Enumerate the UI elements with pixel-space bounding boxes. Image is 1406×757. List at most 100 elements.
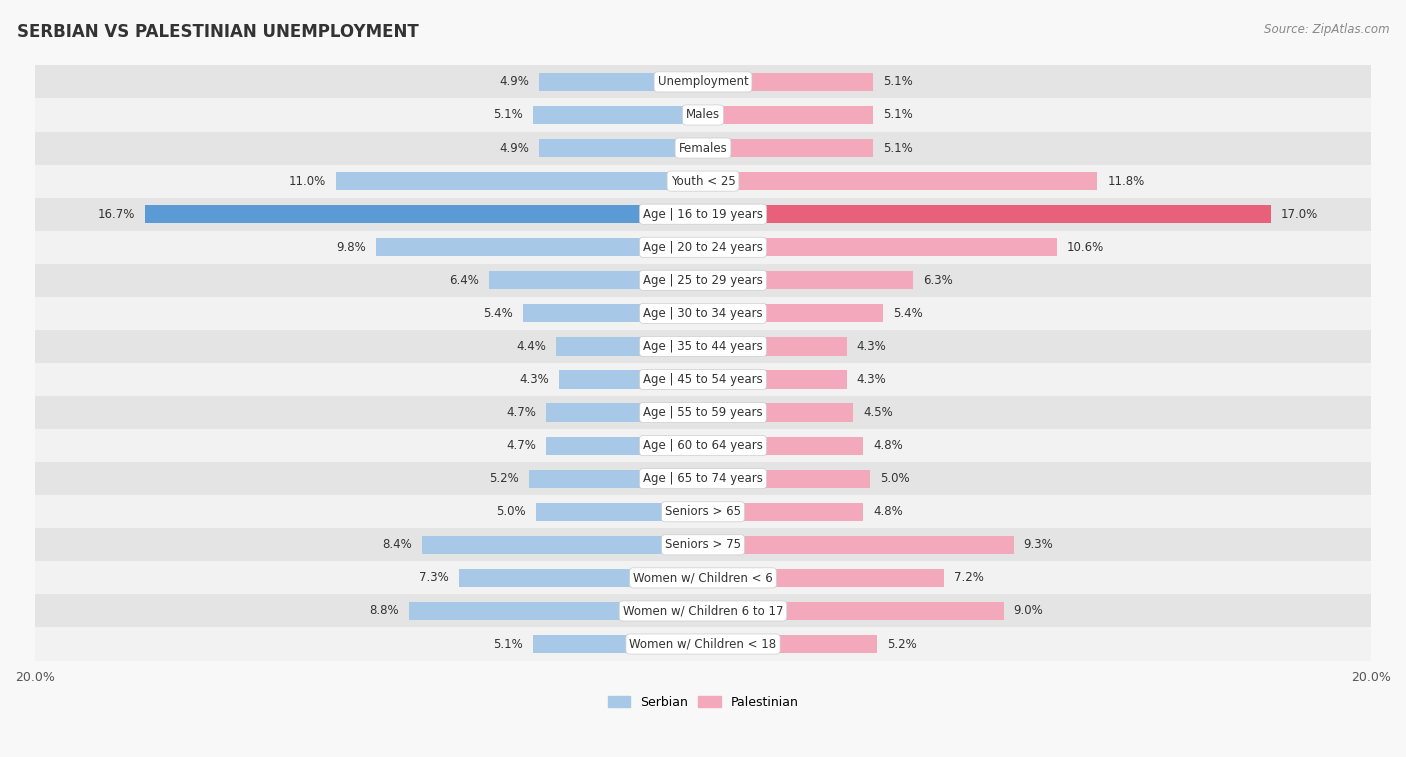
Text: 11.0%: 11.0% [288,175,326,188]
Text: 9.3%: 9.3% [1024,538,1053,551]
Bar [336,172,703,190]
Bar [703,469,870,488]
Bar [35,528,1371,562]
Bar [35,98,1371,132]
Text: Source: ZipAtlas.com: Source: ZipAtlas.com [1264,23,1389,36]
Text: 11.8%: 11.8% [1107,175,1144,188]
Text: Youth < 25: Youth < 25 [671,175,735,188]
Text: 4.3%: 4.3% [856,340,886,353]
Text: 4.8%: 4.8% [873,505,903,519]
Text: 4.7%: 4.7% [506,439,536,452]
Bar [703,139,873,157]
Text: 5.1%: 5.1% [883,76,912,89]
Text: 4.9%: 4.9% [499,142,529,154]
Text: 5.2%: 5.2% [489,472,519,485]
Text: 5.1%: 5.1% [883,108,912,121]
Text: Women w/ Children < 6: Women w/ Children < 6 [633,572,773,584]
Text: Males: Males [686,108,720,121]
Bar [703,238,1057,257]
Bar [35,231,1371,263]
Text: 7.3%: 7.3% [419,572,449,584]
Bar [523,304,703,322]
Bar [703,602,1004,620]
Text: Seniors > 75: Seniors > 75 [665,538,741,551]
Text: 4.9%: 4.9% [499,76,529,89]
Text: 5.4%: 5.4% [482,307,513,320]
Bar [703,635,877,653]
Bar [35,363,1371,396]
Text: 9.8%: 9.8% [336,241,366,254]
Text: 4.5%: 4.5% [863,406,893,419]
Text: 4.3%: 4.3% [520,373,550,386]
Bar [546,437,703,455]
Bar [703,569,943,587]
Bar [703,106,873,124]
Bar [35,463,1371,495]
Text: 5.4%: 5.4% [893,307,924,320]
Bar [35,495,1371,528]
Text: Women w/ Children 6 to 17: Women w/ Children 6 to 17 [623,604,783,618]
Bar [533,635,703,653]
Bar [375,238,703,257]
Text: Age | 55 to 59 years: Age | 55 to 59 years [643,406,763,419]
Bar [35,594,1371,628]
Text: 7.2%: 7.2% [953,572,983,584]
Text: 8.8%: 8.8% [370,604,399,618]
Text: Age | 35 to 44 years: Age | 35 to 44 years [643,340,763,353]
Bar [35,562,1371,594]
Text: Unemployment: Unemployment [658,76,748,89]
Bar [409,602,703,620]
Bar [540,73,703,91]
Text: 6.4%: 6.4% [450,274,479,287]
Bar [35,164,1371,198]
Bar [703,271,914,289]
Text: 16.7%: 16.7% [98,207,135,221]
Text: Age | 65 to 74 years: Age | 65 to 74 years [643,472,763,485]
Text: Age | 60 to 64 years: Age | 60 to 64 years [643,439,763,452]
Text: 6.3%: 6.3% [924,274,953,287]
Bar [703,304,883,322]
Text: Age | 30 to 34 years: Age | 30 to 34 years [643,307,763,320]
Bar [35,132,1371,164]
Bar [703,338,846,356]
Bar [35,330,1371,363]
Bar [546,403,703,422]
Bar [703,536,1014,554]
Bar [35,429,1371,463]
Bar [703,403,853,422]
Bar [533,106,703,124]
Text: 5.0%: 5.0% [496,505,526,519]
Bar [489,271,703,289]
Text: 4.7%: 4.7% [506,406,536,419]
Text: 5.1%: 5.1% [494,637,523,650]
Bar [703,503,863,521]
Bar [703,172,1097,190]
Bar [35,198,1371,231]
Legend: Serbian, Palestinian: Serbian, Palestinian [603,690,803,714]
Text: Females: Females [679,142,727,154]
Bar [422,536,703,554]
Text: 5.2%: 5.2% [887,637,917,650]
Text: Age | 45 to 54 years: Age | 45 to 54 years [643,373,763,386]
Bar [35,297,1371,330]
Bar [540,139,703,157]
Bar [529,469,703,488]
Text: SERBIAN VS PALESTINIAN UNEMPLOYMENT: SERBIAN VS PALESTINIAN UNEMPLOYMENT [17,23,419,41]
Text: Age | 20 to 24 years: Age | 20 to 24 years [643,241,763,254]
Bar [145,205,703,223]
Bar [560,370,703,388]
Text: 17.0%: 17.0% [1281,207,1317,221]
Text: Age | 25 to 29 years: Age | 25 to 29 years [643,274,763,287]
Bar [555,338,703,356]
Bar [35,65,1371,98]
Text: 4.3%: 4.3% [856,373,886,386]
Bar [35,263,1371,297]
Text: 8.4%: 8.4% [382,538,412,551]
Text: 4.8%: 4.8% [873,439,903,452]
Text: Age | 16 to 19 years: Age | 16 to 19 years [643,207,763,221]
Bar [703,370,846,388]
Text: 10.6%: 10.6% [1067,241,1104,254]
Text: 9.0%: 9.0% [1014,604,1043,618]
Text: Seniors > 65: Seniors > 65 [665,505,741,519]
Bar [35,628,1371,661]
